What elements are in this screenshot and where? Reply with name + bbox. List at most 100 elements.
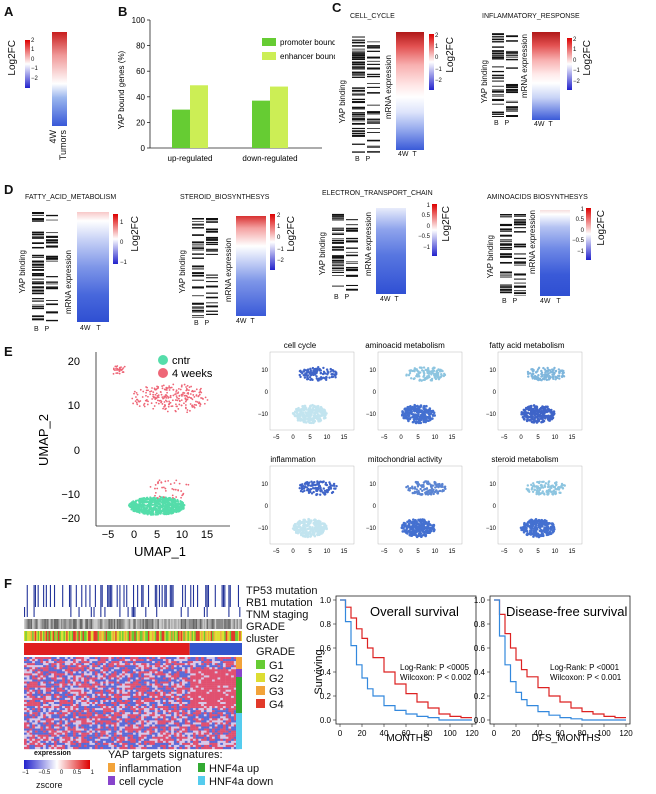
survival-plot: 0.0 0.2 0.4 0.6 0.8 1.0 0 20 40 60 80 100 120 [474,595,633,738]
xtick: 80 [424,729,433,738]
mini-xtick: 10 [432,549,439,555]
legend-dot-4w [158,368,168,378]
y-tick-label: 100 [132,16,146,25]
mini-xtick: 15 [569,435,576,441]
panel-letter-f: F [4,576,12,591]
panel-b-chart: 0 20 40 60 80 100 up-regulated down-regulated Y… [117,16,335,163]
legend-swatch-enhancer [262,52,276,60]
ytick: 0.8 [474,620,486,629]
umap-ytick: 20 [68,356,80,368]
tick: 1 [435,44,439,51]
d2-wt: 4W T [236,318,255,325]
tick: 0 [426,223,430,230]
legend-label-promoter: promoter bound [280,38,335,47]
xtick: 40 [534,729,543,738]
ytick: 0.6 [474,644,486,653]
mini-ytick: −10 [366,526,377,532]
tick: 0 [435,55,439,62]
tick: 1 [426,203,430,209]
panel-a: 2 1 0 −1 −2 Log2FC 4W Tumors [0,0,110,180]
colorbar-tick: 0 [31,56,35,63]
c2-colorbar [567,38,572,90]
tick: 0 [573,57,577,64]
ytick: 0.8 [320,620,332,629]
ytick: 0.2 [474,692,486,701]
os-stat2: Wilcoxon: P < 0.002 [400,673,472,682]
f-expr-colorbar [24,760,90,769]
d4-binding-p [514,214,526,297]
c2-bp: B P [494,120,510,127]
d4-expr-label: mRNA expression [528,210,537,275]
d2-bp: B P [194,320,210,327]
y-tick-label: 0 [141,144,146,153]
f-grade-title: GRADE [256,646,296,658]
c1-binding-label: YAP binding [338,80,347,124]
mini-ytick: 10 [489,368,496,374]
c2-binding-label: YAP binding [480,60,489,104]
d3-expression-heatmap [376,208,406,294]
umap-ytick: 0 [74,445,80,457]
panel-f: TP53 mutation RB1 mutation TNM staging G… [0,576,656,794]
os-ylabel: Surviving [313,649,325,694]
xtick: 60 [402,729,411,738]
mini-xtick: 5 [536,549,540,555]
tick: 0.5 [575,217,584,224]
mini-ytick: 0 [265,504,269,510]
mini-xtick: 0 [291,435,295,441]
panel-letter-b: B [118,4,128,19]
survival-curve [494,599,626,721]
mini-ytick: 0 [493,390,497,396]
d4-binding-label: YAP binding [486,235,495,279]
d2-binding-label: YAP binding [178,250,187,294]
c1-expression-heatmap [396,32,424,150]
mini-ytick: 0 [265,390,269,396]
d2-binding-p [206,218,218,318]
ytick: 1.0 [320,596,332,605]
panel-letter-d: D [4,182,14,197]
mini-xtick: 0 [519,435,523,441]
mini-ytick: −10 [486,412,497,418]
y-tick-label: 40 [136,93,145,102]
tick: −0.5 [418,234,430,241]
panel-e: 20 10 0 −10 −20 −5 0 5 10 15 UMAP_1 UMAP… [36,341,583,559]
d1-binding-label: YAP binding [18,250,27,294]
d1-colorbar [113,214,118,264]
c1-binding-p [367,35,380,153]
mini-xtick: 15 [341,549,348,555]
bar [172,109,190,148]
mini-ytick: −10 [486,526,497,532]
d1-expression-heatmap [77,212,109,322]
y-tick-label: 20 [136,118,145,127]
mini-title: mitochondrial activity [368,455,442,464]
grade-swatch [256,660,265,669]
c2-binding-p [506,33,518,117]
c1-cbar-label: Log2FC [445,37,456,73]
d2-title: STEROID_BIOSYNTHESYS [180,194,270,201]
tick: −2 [277,257,284,264]
xtick: 120 [619,729,633,738]
grade-swatch [256,673,265,682]
f-sig-legend: inflammation cell cycle [108,763,181,789]
y-tick-label: 60 [136,67,145,76]
umap-xtick: 15 [201,529,213,541]
grade-swatch [256,699,265,708]
track-label-cluster: cluster [246,633,279,645]
tick: −2 [573,78,580,85]
panel-a-heatmap [52,32,67,126]
dfs-stat1: Log-Rank: P <0001 [550,663,620,672]
panel-d: FATTY_ACID_METABOLISM YAP binding mRNA e… [0,180,656,340]
panel-letter-e: E [4,344,13,359]
dfs-xlabel: DFS_MONTHS [532,733,601,744]
mini-title: inflammation [270,455,315,464]
d3-binding-label: YAP binding [318,232,327,276]
mini-xtick: 15 [341,435,348,441]
tick: 0 [120,240,124,246]
mini-xtick: 5 [536,435,540,441]
mini-ytick: 10 [369,368,376,374]
d3-expr-label: mRNA expression [364,212,373,277]
ytick: 0.2 [320,692,332,701]
c2-title: INFLAMMATORY_RESPONSE [482,13,580,20]
mini-title: steroid metabolism [491,455,558,464]
colorbar-tick: 1 [31,47,35,54]
c1-title: CELL_CYCLE [350,13,395,20]
